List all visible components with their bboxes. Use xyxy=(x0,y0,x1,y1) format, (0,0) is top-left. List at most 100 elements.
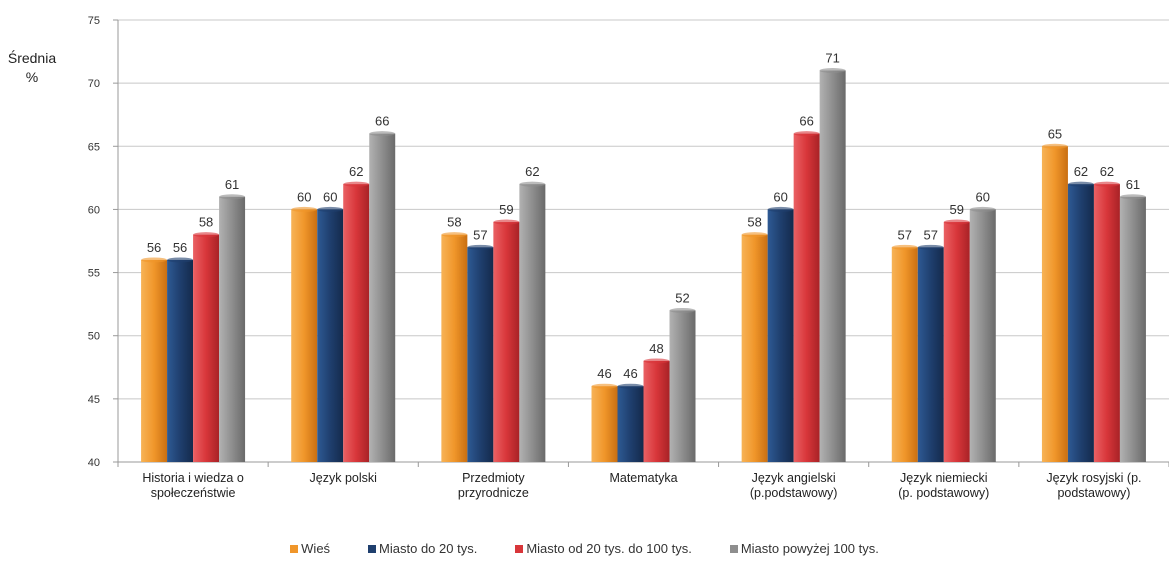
data-label: 58 xyxy=(199,215,213,230)
bar xyxy=(819,70,846,462)
bar-top xyxy=(1093,181,1120,187)
x-tick-label-line: Język angielski xyxy=(752,471,836,485)
bar xyxy=(643,360,670,462)
data-label: 60 xyxy=(976,189,990,204)
data-label: 60 xyxy=(323,189,337,204)
legend-label: Wieś xyxy=(301,541,331,556)
bar-top xyxy=(193,232,220,238)
x-tick-label: Język angielski (p.podstawowy) xyxy=(750,471,838,500)
y-axis-title-line1: Średnia xyxy=(7,50,57,66)
x-tick-label-line: Historia i wiedza o xyxy=(142,471,243,485)
data-label: 56 xyxy=(173,240,187,255)
bar xyxy=(1041,146,1068,463)
y-tick-label: 60 xyxy=(88,204,100,216)
x-tick-label: Język niemiecki (p. podstawowy) xyxy=(898,471,989,500)
x-tick-label-line: (p.podstawowy) xyxy=(750,486,838,500)
data-label: 56 xyxy=(147,240,161,255)
bar-top xyxy=(519,181,546,187)
data-label: 57 xyxy=(898,227,912,242)
x-tick-label-line: Język niemiecki xyxy=(900,471,988,485)
y-tick-label: 65 xyxy=(88,141,100,153)
bar xyxy=(669,310,696,462)
bar xyxy=(767,209,794,462)
bar-top xyxy=(1119,194,1146,200)
data-label: 62 xyxy=(525,164,539,179)
data-labels: 56 56 58 61 60 60 62 66 58 57 59 62 46 46 48 52 58 60 66 71… xyxy=(147,51,1140,382)
bar-top xyxy=(441,232,468,238)
bar-top xyxy=(591,383,618,389)
data-label: 59 xyxy=(950,202,964,217)
data-label: 60 xyxy=(773,189,787,204)
bar-top xyxy=(819,68,846,74)
data-label: 71 xyxy=(825,51,839,66)
legend-label: Miasto do 20 tys. xyxy=(379,541,478,556)
data-label: 62 xyxy=(1074,164,1088,179)
bar xyxy=(219,196,246,463)
bar xyxy=(317,209,344,462)
bar-top xyxy=(643,358,670,364)
x-tick-label-line: Język polski xyxy=(310,471,377,485)
data-label: 62 xyxy=(1100,164,1114,179)
data-label: 58 xyxy=(747,215,761,230)
bar xyxy=(141,259,168,462)
y-axis-title-line2: % xyxy=(25,69,39,85)
bar-top xyxy=(167,257,194,263)
bar xyxy=(467,247,494,462)
legend: Wieś Miasto do 20 tys. Miasto od 20 tys. d… xyxy=(0,541,1169,556)
legend-label: Miasto powyżej 100 tys. xyxy=(740,541,879,556)
x-tick-label-line: (p. podstawowy) xyxy=(898,486,989,500)
x-tick-label: Język polski xyxy=(310,471,377,485)
data-label: 66 xyxy=(799,114,813,129)
y-tick-label: 55 xyxy=(88,268,100,280)
data-label: 61 xyxy=(225,177,239,192)
y-tick-label: 50 xyxy=(88,331,100,343)
bar xyxy=(167,259,194,462)
bar-top xyxy=(669,307,696,313)
bar xyxy=(1093,184,1120,462)
bar xyxy=(741,234,768,462)
bar-top xyxy=(1067,181,1094,187)
bar-top xyxy=(343,181,370,187)
bar-top xyxy=(891,244,918,250)
bar-top xyxy=(917,244,944,250)
x-tick-label-line: przyrodnicze xyxy=(458,486,529,500)
x-tick-label-line: Język rosyjski (p. xyxy=(1046,471,1141,485)
bar-top xyxy=(369,131,396,137)
data-label: 46 xyxy=(623,366,637,381)
x-tick-label: Przedmioty przyrodnicze xyxy=(458,471,529,500)
bar-top xyxy=(317,206,344,212)
bar xyxy=(969,209,996,462)
axes: 40 45 50 55 60 65 70 75 Historia i wiedza o społe… xyxy=(88,15,1169,500)
legend-label: Miasto od 20 tys. do 100 tys. xyxy=(526,541,692,556)
legend-item: Miasto do 20 tys. xyxy=(368,541,477,556)
bar xyxy=(891,247,918,462)
legend-swatch xyxy=(515,544,524,553)
bar-top xyxy=(219,194,246,200)
bar-top xyxy=(969,206,996,212)
x-tick-label-line: społeczeństwie xyxy=(151,486,236,500)
bar xyxy=(369,133,396,462)
bar-top xyxy=(493,219,520,225)
bar-top xyxy=(793,131,820,137)
x-tick-label: Historia i wiedza o społeczeństwie xyxy=(142,471,243,500)
bar-top xyxy=(767,206,794,212)
bar xyxy=(917,247,944,462)
legend-swatch xyxy=(729,544,738,553)
y-tick-label: 75 xyxy=(88,15,100,27)
bar-top xyxy=(467,244,494,250)
x-tick-label-line: Przedmioty xyxy=(462,471,525,485)
data-label: 52 xyxy=(675,290,689,305)
data-label: 59 xyxy=(499,202,513,217)
data-label: 57 xyxy=(924,227,938,242)
data-label: 66 xyxy=(375,114,389,129)
y-axis-title: Średnia % xyxy=(6,49,58,87)
legend-swatch xyxy=(290,544,299,553)
data-label: 58 xyxy=(447,215,461,230)
bar-top xyxy=(291,206,318,212)
x-tick-label-line: Matematyka xyxy=(609,471,677,485)
bar-top xyxy=(141,257,168,263)
legend-swatch xyxy=(368,544,377,553)
bar xyxy=(343,184,370,462)
y-tick-label: 40 xyxy=(88,457,100,469)
y-tick-label: 45 xyxy=(88,394,100,406)
